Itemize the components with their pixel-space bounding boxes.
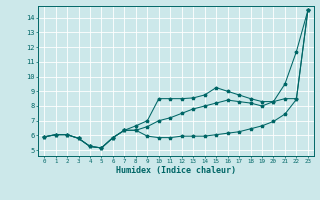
X-axis label: Humidex (Indice chaleur): Humidex (Indice chaleur): [116, 166, 236, 175]
